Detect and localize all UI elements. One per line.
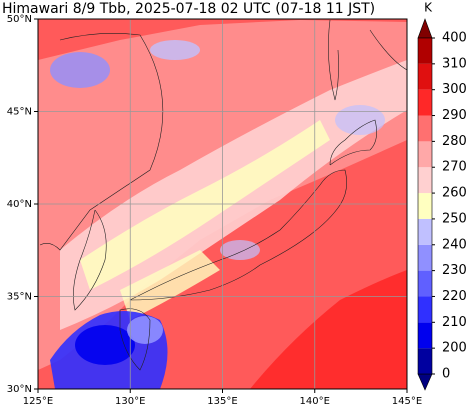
colorbar-tick-label: 270 [442, 160, 467, 175]
colorbar-segment [418, 270, 432, 297]
colorbar-tick-label: 200 [442, 341, 467, 356]
colorbar-segment [418, 141, 432, 168]
x-tick-label: 135°E [207, 396, 237, 407]
colorbar-tick-label: 280 [442, 134, 467, 149]
x-tick-label: 125°E [23, 396, 53, 407]
colorbar-tick-label: 220 [442, 289, 467, 304]
colorbar-segment [418, 322, 432, 349]
colorbar-unit: K [424, 1, 433, 15]
colorbar-segment [418, 348, 432, 374]
y-tick-label: 45°N [7, 107, 32, 118]
colorbar-segment [418, 38, 432, 64]
colorbar-tick-label: 230 [442, 263, 467, 278]
colorbar-segment [418, 89, 432, 116]
colorbar-segment [418, 244, 432, 271]
colorbar-tick-label: 290 [442, 108, 467, 123]
title: Himawari 8/9 Tbb, 2025-07-18 02 UTC (07-… [2, 1, 375, 17]
colorbar-extension-over [417, 18, 433, 39]
colorbar-frame [417, 37, 433, 375]
colorbar-tick-label: 240 [442, 237, 467, 252]
colorbar-segment [418, 167, 432, 194]
colorbar-tick-label: 0 [442, 367, 450, 382]
x-tick-label: 130°E [115, 396, 145, 407]
colorbar-tick-label: 300 [442, 82, 467, 97]
colorbar-tick-label: 250 [442, 211, 467, 226]
colorbar-segment [418, 115, 432, 142]
colorbar-tick-label: 310 [442, 56, 467, 71]
y-tick-label: 40°N [7, 199, 32, 210]
y-tick-label: 50°N [7, 14, 32, 25]
colorbar-tick-label: 260 [442, 186, 467, 201]
colorbar-segment [418, 193, 432, 219]
colorbar-segment [418, 63, 432, 90]
colorbar-segment [418, 218, 432, 245]
y-tick-label: 35°N [7, 292, 32, 303]
x-tick-label: 140°E [300, 396, 330, 407]
y-tick-label: 30°N [7, 384, 32, 395]
colorbar-tick-label: 210 [442, 315, 467, 330]
colorbar-extension-under [417, 373, 433, 391]
colorbar-segment [418, 296, 432, 323]
colorbar-tick-label: 400 [442, 31, 467, 46]
x-tick-label: 145°E [392, 396, 422, 407]
